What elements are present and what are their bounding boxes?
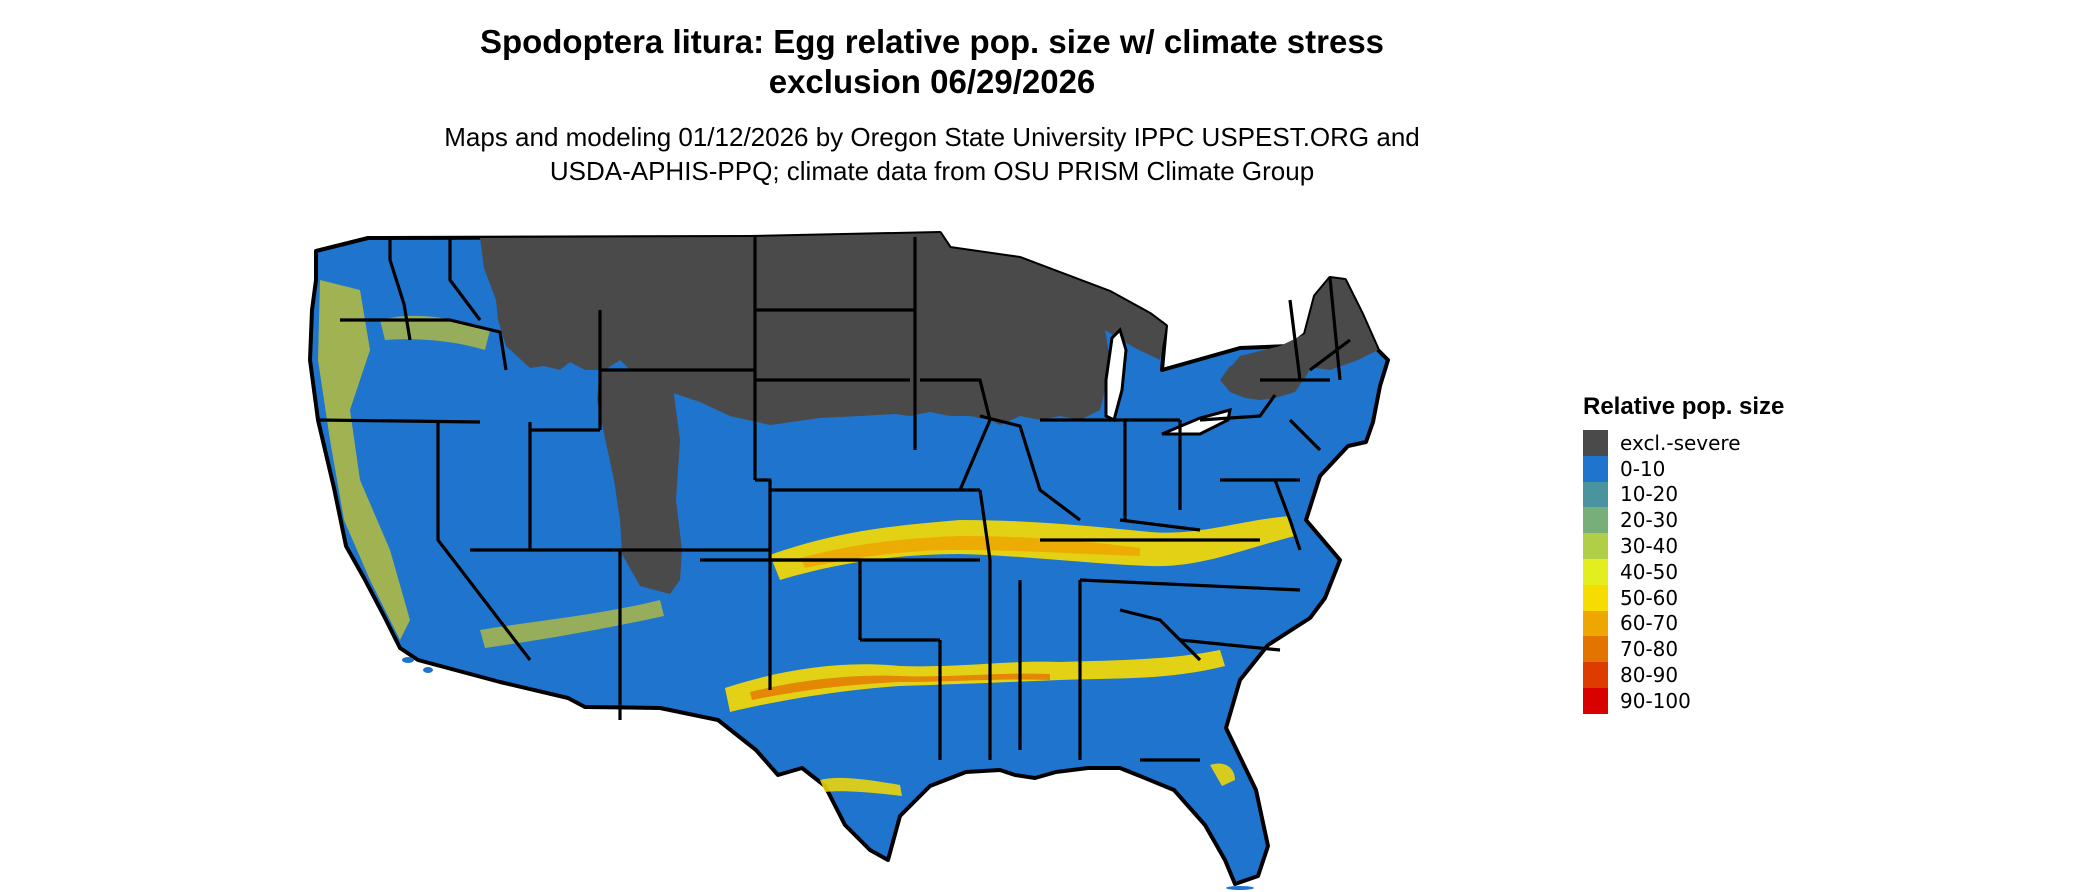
legend-item: 30-40 [1583,533,1843,559]
legend-swatch [1583,507,1608,534]
belt-central-core [800,536,1140,568]
exclusion-west-mountains [597,370,682,594]
legend-item: 50-60 [1583,584,1843,611]
legend-swatch [1583,455,1608,482]
state-boundaries [317,237,1351,762]
legend-swatch [1583,636,1608,663]
legend-label: 0-10 [1620,456,1666,481]
belt-south [725,650,1225,712]
legend-label: 50-60 [1620,585,1679,610]
legend-label: 30-40 [1620,534,1679,559]
island-channel-1 [402,657,414,663]
legend-swatch [1583,687,1608,714]
legend-item: 90-100 [1583,687,1843,714]
belt-west-coast [318,280,410,640]
legend-items: excl.-severe 0-10 10-20 20-30 30-40 40-50 50-6… [1583,430,1843,714]
subtitle-line-2: USDA-APHIS-PPQ; climate data from OSU PR… [549,156,1315,186]
title-line-2: exclusion 06/29/2026 [768,63,1096,100]
exclusion-new-england-lower [1220,296,1320,400]
legend-title: Relative pop. size [1583,393,1785,420]
belt-southwest [480,600,664,648]
legend-label: 70-80 [1620,637,1679,662]
legend-label: 20-30 [1620,508,1679,533]
lake-michigan [1104,327,1128,423]
legend-item: 80-90 [1583,662,1843,688]
legend-item: 20-30 [1583,507,1843,534]
legend-item: 10-20 [1583,481,1843,508]
legend-item: excl.-severe [1583,430,1843,456]
legend-swatch [1583,558,1608,585]
map-subtitle: Maps and modeling 01/12/2026 by Oregon S… [340,120,1524,188]
legend-item: 60-70 [1583,610,1843,637]
legend-swatch [1583,430,1608,456]
legend-item: 70-80 [1583,636,1843,663]
belt-gulf-coast [820,777,902,796]
island-channel-2 [423,667,433,673]
legend-swatch [1583,662,1608,688]
belt-florida [1210,763,1235,786]
legend-swatch [1583,533,1608,559]
legend: Relative pop. size excl.-severe 0-10 10-20… [1583,392,1843,714]
map-title: Spodoptera litura: Egg relative pop. siz… [360,22,1504,102]
legend-label: 40-50 [1620,559,1679,584]
legend-swatch [1583,610,1608,637]
belt-south-core [750,673,1050,700]
legend-swatch [1583,584,1608,611]
legend-label: 90-100 [1620,688,1691,713]
us-map [308,231,1390,890]
legend-label: excl.-severe [1620,430,1741,455]
subtitle-line-1: Maps and modeling 01/12/2026 by Oregon S… [444,122,1420,152]
legend-label: 80-90 [1620,663,1679,688]
legend-item: 0-10 [1583,455,1843,482]
island-florida-keys [1226,886,1254,890]
legend-item: 40-50 [1583,558,1843,585]
legend-label: 10-20 [1620,482,1679,507]
title-line-1: Spodoptera litura: Egg relative pop. siz… [479,23,1385,60]
legend-swatch [1583,481,1608,508]
legend-label: 60-70 [1620,611,1679,636]
